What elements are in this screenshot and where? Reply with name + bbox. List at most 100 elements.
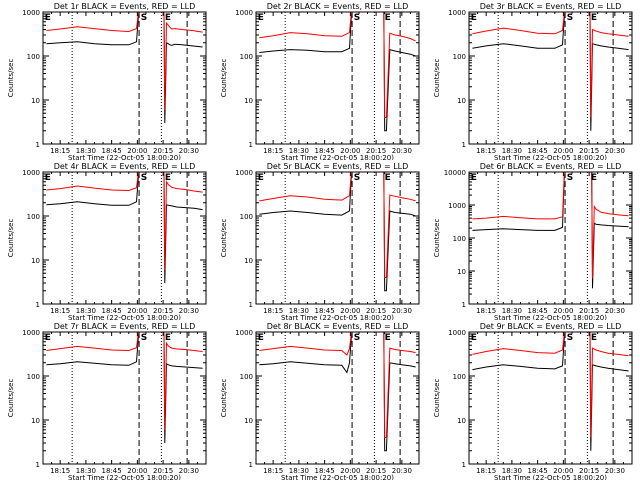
series-line-black bbox=[472, 332, 629, 451]
y-axis-label: Counts/sec bbox=[7, 219, 15, 258]
x-tick-label: 20:15 bbox=[579, 147, 599, 155]
chart-title: Det 9r BLACK = Events, RED = LLD bbox=[480, 322, 622, 331]
x-tick-label: 20:30 bbox=[605, 307, 625, 315]
y-tick-label: 1000 bbox=[235, 329, 253, 337]
x-tick-label: 20:30 bbox=[605, 147, 625, 155]
y-tick-label: 100 bbox=[240, 53, 253, 61]
x-tick-label: 18:30 bbox=[289, 147, 309, 155]
y-tick-label: 1000 bbox=[448, 9, 466, 17]
x-tick-label: 20:30 bbox=[179, 147, 199, 155]
plot-frame bbox=[255, 171, 420, 305]
x-tick-label: 20:00 bbox=[553, 147, 573, 155]
chart-title: Det 6r BLACK = Events, RED = LLD bbox=[480, 162, 622, 171]
series-group bbox=[46, 12, 203, 124]
eclipse-label-left: E bbox=[45, 13, 51, 23]
x-tick-label: 20:30 bbox=[179, 307, 199, 315]
eclipse-label-left: E bbox=[45, 333, 51, 343]
saa-label: S bbox=[141, 333, 147, 343]
series-line-black bbox=[46, 332, 203, 444]
x-tick-label: 18:15 bbox=[476, 147, 496, 155]
saa-label: S bbox=[354, 333, 360, 343]
x-tick-label: 20:30 bbox=[392, 147, 412, 155]
x-tick-label: 20:00 bbox=[127, 467, 147, 475]
x-tick-label: 18:30 bbox=[76, 467, 96, 475]
x-tick-label: 18:30 bbox=[76, 307, 96, 315]
x-tick-label: 20:00 bbox=[127, 307, 147, 315]
x-tick-label: 20:30 bbox=[392, 467, 412, 475]
eclipse-label-right: E bbox=[165, 173, 171, 183]
chart-title: Det 1r BLACK = Events, RED = LLD bbox=[54, 2, 196, 11]
plot-frame bbox=[468, 171, 633, 305]
x-tick-label: 18:15 bbox=[263, 307, 283, 315]
x-tick-label: 18:30 bbox=[76, 147, 96, 155]
series-group bbox=[472, 172, 629, 289]
series-line-red bbox=[259, 12, 416, 118]
x-tick-label: 20:00 bbox=[553, 467, 573, 475]
series-line-red bbox=[259, 332, 416, 438]
y-tick-label: 10 bbox=[31, 257, 40, 265]
y-tick-label: 1 bbox=[36, 141, 40, 149]
series-line-black bbox=[472, 12, 629, 131]
chart-title: Det 7r BLACK = Events, RED = LLD bbox=[54, 322, 196, 331]
chart-title: Det 8r BLACK = Events, RED = LLD bbox=[267, 322, 409, 331]
x-tick-label: 18:45 bbox=[528, 467, 548, 475]
saa-label: S bbox=[141, 173, 147, 183]
x-tick-label: 20:00 bbox=[127, 147, 147, 155]
x-tick-label: 18:15 bbox=[476, 307, 496, 315]
y-tick-label: 10 bbox=[244, 417, 253, 425]
y-tick-label: 10000 bbox=[444, 169, 466, 177]
saa-label: S bbox=[141, 13, 147, 23]
eclipse-label-left: E bbox=[258, 333, 264, 343]
x-tick-label: 20:00 bbox=[340, 467, 360, 475]
x-axis-label: Start Time (22-Oct-05 18:00:20) bbox=[281, 474, 394, 480]
saa-label: S bbox=[567, 333, 573, 343]
series-group bbox=[259, 12, 416, 132]
x-tick-label: 18:15 bbox=[50, 147, 70, 155]
eclipse-label-left: E bbox=[258, 173, 264, 183]
y-tick-label: 100 bbox=[240, 373, 253, 381]
y-tick-label: 10 bbox=[457, 268, 466, 276]
x-tick-label: 18:45 bbox=[102, 147, 122, 155]
y-tick-label: 1 bbox=[462, 461, 466, 469]
x-axis-label: Start Time (22-Oct-05 18:00:20) bbox=[68, 314, 181, 320]
x-tick-label: 20:30 bbox=[179, 467, 199, 475]
eclipse-label-right: E bbox=[385, 13, 391, 23]
plot-frame bbox=[42, 11, 207, 145]
x-tick-label: 20:15 bbox=[153, 467, 173, 475]
series-line-red bbox=[46, 12, 203, 110]
x-tick-label: 20:30 bbox=[392, 307, 412, 315]
y-tick-label: 10 bbox=[244, 97, 253, 105]
y-tick-label: 1000 bbox=[448, 329, 466, 337]
saa-label: S bbox=[354, 13, 360, 23]
plot-frame bbox=[468, 11, 633, 145]
saa-label: S bbox=[354, 173, 360, 183]
eclipse-label-left: E bbox=[45, 173, 51, 183]
x-axis-label: Start Time (22-Oct-05 18:00:20) bbox=[281, 314, 394, 320]
x-tick-label: 18:45 bbox=[315, 307, 335, 315]
x-axis-label: Start Time (22-Oct-05 18:00:20) bbox=[494, 474, 607, 480]
y-tick-label: 1000 bbox=[22, 169, 40, 177]
plot-frame bbox=[42, 331, 207, 465]
x-tick-label: 20:00 bbox=[340, 147, 360, 155]
x-tick-label: 18:45 bbox=[102, 467, 122, 475]
x-tick-label: 18:15 bbox=[476, 467, 496, 475]
x-tick-label: 18:45 bbox=[528, 307, 548, 315]
saa-label: S bbox=[567, 13, 573, 23]
y-tick-label: 1000 bbox=[448, 202, 466, 210]
x-tick-label: 18:30 bbox=[502, 147, 522, 155]
x-tick-label: 20:15 bbox=[366, 467, 386, 475]
y-tick-label: 1 bbox=[462, 141, 466, 149]
plot-frame bbox=[255, 11, 420, 145]
series-line-red bbox=[472, 332, 629, 438]
x-axis-label: Start Time (22-Oct-05 18:00:20) bbox=[281, 154, 394, 160]
plot-frame bbox=[255, 331, 420, 465]
y-axis-label: Counts/sec bbox=[7, 59, 15, 98]
series-group bbox=[472, 12, 629, 131]
x-tick-label: 18:45 bbox=[315, 147, 335, 155]
